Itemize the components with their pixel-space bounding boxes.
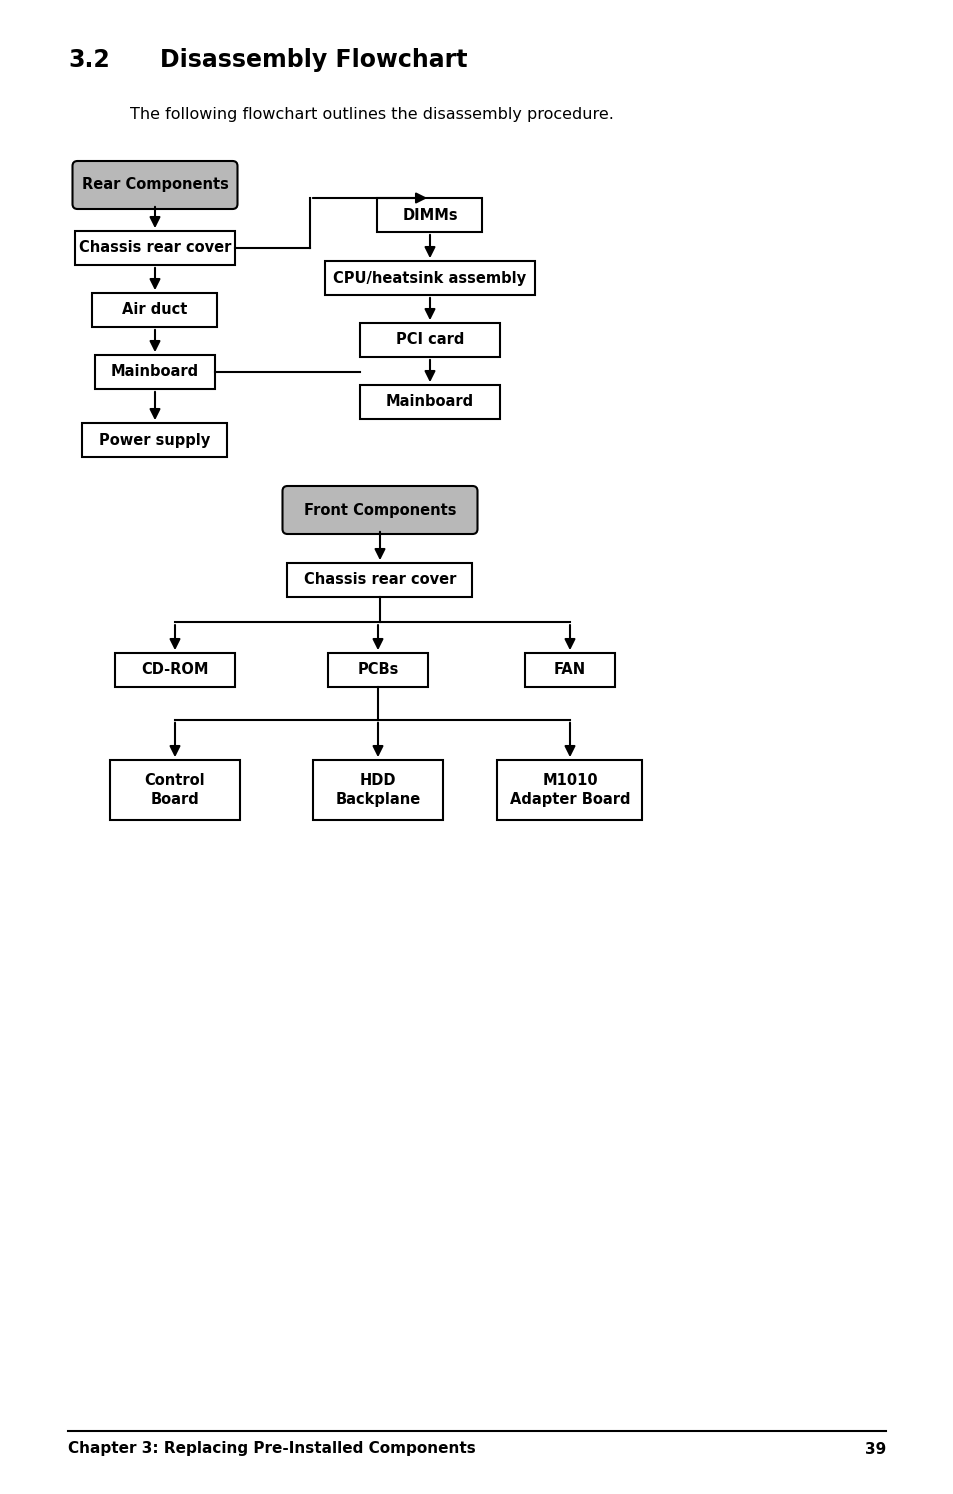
Bar — [95, 356, 214, 388]
Bar — [325, 261, 535, 294]
Text: Disassembly Flowchart: Disassembly Flowchart — [160, 48, 467, 72]
Bar — [313, 760, 442, 820]
Bar — [92, 293, 217, 327]
Text: CPU/heatsink assembly: CPU/heatsink assembly — [334, 270, 526, 285]
Bar — [287, 563, 472, 598]
Text: Power supply: Power supply — [99, 432, 211, 448]
Text: Chapter 3: Replacing Pre-Installed Components: Chapter 3: Replacing Pre-Installed Compo… — [68, 1442, 476, 1457]
Text: Front Components: Front Components — [303, 502, 456, 517]
Bar — [115, 653, 234, 687]
Bar — [359, 385, 499, 418]
Text: 3.2: 3.2 — [68, 48, 110, 72]
Bar — [377, 199, 482, 232]
Bar — [328, 653, 428, 687]
Text: Mainboard: Mainboard — [386, 394, 474, 409]
Text: Chassis rear cover: Chassis rear cover — [303, 572, 456, 587]
Text: The following flowchart outlines the disassembly procedure.: The following flowchart outlines the dis… — [130, 108, 613, 123]
Text: CD-ROM: CD-ROM — [141, 662, 209, 677]
Text: Rear Components: Rear Components — [81, 178, 228, 193]
Text: 39: 39 — [863, 1442, 885, 1457]
Bar — [524, 653, 615, 687]
Text: PCBs: PCBs — [357, 662, 398, 677]
Bar — [75, 232, 234, 264]
Bar — [497, 760, 641, 820]
Text: DIMMs: DIMMs — [402, 208, 457, 223]
Text: M1010
Adapter Board: M1010 Adapter Board — [509, 774, 630, 807]
Text: Control
Board: Control Board — [145, 774, 205, 807]
Text: Chassis rear cover: Chassis rear cover — [79, 241, 231, 255]
Text: PCI card: PCI card — [395, 333, 464, 348]
Bar — [359, 323, 499, 357]
Bar — [110, 760, 240, 820]
Text: HDD
Backplane: HDD Backplane — [335, 774, 420, 807]
Text: FAN: FAN — [554, 662, 585, 677]
Text: Mainboard: Mainboard — [111, 365, 199, 379]
FancyBboxPatch shape — [282, 486, 477, 533]
FancyBboxPatch shape — [72, 161, 237, 209]
Bar — [82, 423, 227, 457]
Text: Air duct: Air duct — [122, 302, 188, 318]
